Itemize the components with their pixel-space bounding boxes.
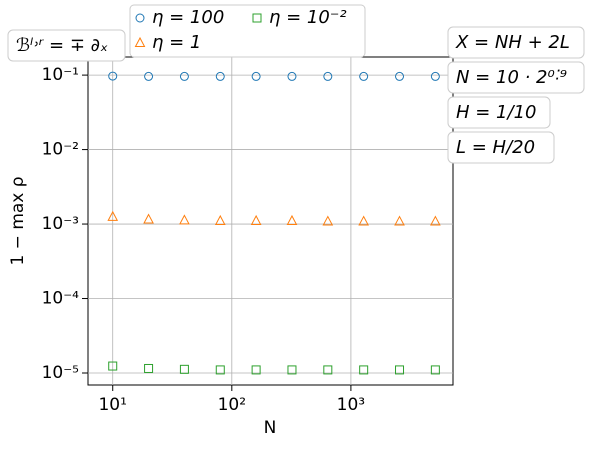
point: [359, 71, 369, 81]
legend-box: [129, 4, 366, 58]
point: [179, 214, 190, 225]
legend-label: η = 1: [152, 32, 201, 53]
annotation-box: [7, 29, 126, 62]
annotation: H = 1/10: [456, 102, 536, 123]
point: [108, 361, 118, 371]
point: [358, 215, 369, 226]
point: [287, 365, 297, 375]
point: [179, 71, 189, 81]
point: [215, 71, 225, 81]
plot-frame: [87, 56, 454, 386]
y-tick-label: 10⁻²: [42, 140, 79, 160]
point: [430, 71, 440, 81]
point: [323, 71, 333, 81]
point: [430, 365, 440, 375]
point: [323, 365, 333, 375]
annotation-box: [447, 26, 585, 59]
point: [215, 365, 225, 375]
point: [322, 215, 334, 226]
legend-marker: [252, 13, 262, 23]
point: [214, 214, 226, 225]
point: [144, 363, 154, 373]
y-axis-label: 1 − max ρ: [8, 176, 28, 265]
annotation: ℬˡ˒ʳ = ∓ ∂ₓ: [16, 35, 108, 56]
point: [143, 213, 154, 224]
point: [179, 364, 189, 374]
point: [144, 71, 154, 81]
y-tick-label: 10⁻¹: [42, 65, 79, 85]
point: [359, 365, 369, 375]
annotation: L = H/20: [456, 137, 535, 158]
point: [287, 71, 297, 81]
y-tick-label: 10⁻³: [42, 214, 79, 234]
legend-marker: [134, 36, 146, 47]
legend-label: η = 10⁻²: [269, 7, 347, 28]
x-tick-label: 10³: [337, 395, 365, 415]
point: [395, 71, 405, 81]
point: [108, 71, 118, 81]
legend-marker: [135, 13, 145, 23]
point: [286, 214, 298, 225]
annotation-box: [447, 96, 551, 129]
annotation: N = 10 · 2⁰˸⁹: [456, 67, 567, 88]
point: [394, 215, 405, 226]
annotation-box: [447, 131, 555, 164]
point: [430, 215, 441, 226]
point: [251, 365, 261, 375]
legend-label: η = 100: [152, 7, 224, 28]
point: [251, 71, 261, 81]
y-tick-label: 10⁻⁵: [42, 363, 79, 383]
point: [107, 210, 119, 221]
x-tick-label: 10¹: [98, 395, 126, 415]
x-axis-label: N: [264, 418, 277, 438]
annotation-box: [447, 61, 585, 94]
point: [250, 214, 262, 225]
point: [395, 365, 405, 375]
y-tick-label: 10⁻⁴: [42, 289, 80, 309]
x-tick-label: 10²: [218, 395, 246, 415]
annotation: X = NH + 2L: [455, 32, 570, 53]
